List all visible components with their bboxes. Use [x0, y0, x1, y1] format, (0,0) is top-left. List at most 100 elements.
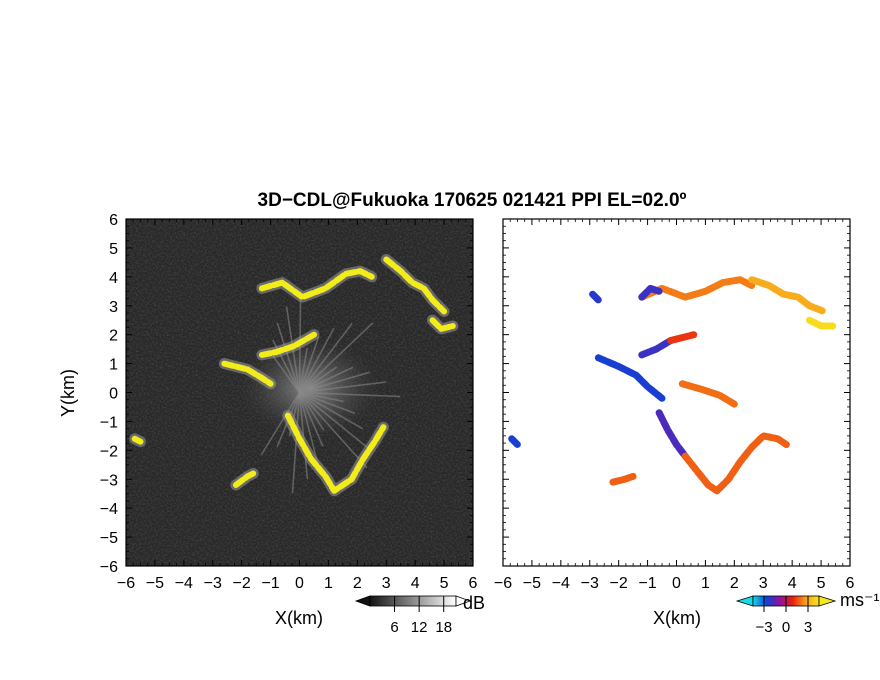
velocity-band [667, 331, 698, 344]
colorbar-tick-label: 18 [435, 619, 452, 636]
x-tick-label: −3 [581, 575, 599, 592]
x-axis-label-left: X(km) [275, 608, 323, 628]
x-axis-label-right: X(km) [653, 608, 701, 628]
x-tick-label: 3 [759, 575, 768, 592]
x-tick-label: −1 [638, 575, 656, 592]
velocity-background [503, 219, 850, 566]
colorbar-unit: ms⁻¹ [840, 590, 880, 610]
velocity-band [806, 316, 837, 330]
colorbar-ticks: 6 12 18 [390, 596, 452, 636]
radial-streak [298, 348, 308, 393]
radial-streak [298, 391, 368, 469]
radial-streak [272, 355, 301, 393]
right-axis-ticks: −6 −5 −4 −3 −2 −1 0 1 2 3 4 5 6 [494, 218, 855, 592]
x-tick-label: 6 [469, 575, 478, 592]
y-tick-label: −6 [100, 559, 118, 576]
x-tick-label: −5 [523, 575, 541, 592]
x-tick-label: 1 [701, 575, 710, 592]
radial-streak [299, 391, 401, 398]
y-tick-label: −5 [100, 530, 118, 547]
x-tick-label: −4 [552, 575, 570, 592]
x-tick-label: 0 [672, 575, 681, 592]
velocity-band [638, 284, 663, 301]
colorbar-tick-label: 12 [411, 619, 428, 636]
echo-band [131, 435, 144, 445]
radial-streak [299, 391, 364, 430]
y-tick-label: −4 [100, 501, 118, 518]
radial-streak [298, 391, 368, 448]
radial-streak [299, 391, 355, 415]
x-tick-label: −2 [610, 575, 628, 592]
x-tick-label: 5 [440, 575, 449, 592]
velocity-band [748, 276, 828, 315]
y-tick-label: −2 [100, 443, 118, 460]
x-tick-label: 4 [411, 575, 420, 592]
colorbar-right-arrow [455, 595, 472, 607]
echo-band [221, 360, 274, 387]
colorbar-tick-label: −3 [755, 619, 772, 636]
left-axis-ticks: −6 −5 −4 −3 −2 −1 0 1 2 3 4 5 6 6 5 4 3 2 1 0 −1 −2 −3 −4 −5 −6 [100, 212, 478, 592]
x-tick-label: −4 [175, 575, 193, 592]
colorbar-tick-label: 3 [804, 619, 812, 636]
reflectivity-panel: −6 −5 −4 −3 −2 −1 0 1 2 3 4 5 6 6 5 4 3 2 1 0 −1 −2 −3 −4 −5 −6 X… [58, 212, 478, 628]
radial-streak [299, 366, 354, 394]
velocity-band [589, 290, 602, 304]
velocity-panel: −6 −5 −4 −3 −2 −1 0 1 2 3 4 5 6 X(km) [494, 218, 855, 628]
colorbar-left-arrow [354, 595, 371, 607]
radial-streak [298, 392, 319, 464]
velocity-layer [508, 276, 837, 495]
x-tick-label: 2 [730, 575, 739, 592]
radial-streak [298, 336, 320, 393]
echo-band [284, 412, 387, 494]
x-tick-label: −6 [117, 575, 135, 592]
x-tick-label: 6 [846, 575, 855, 592]
velocity-band [655, 409, 689, 460]
echo-band [383, 256, 448, 315]
y-tick-label: 1 [109, 357, 118, 374]
echo-layer [129, 254, 459, 497]
x-tick-label: 4 [788, 575, 797, 592]
x-tick-label: −5 [146, 575, 164, 592]
radial-streak [260, 392, 301, 456]
radial-streak [299, 366, 338, 394]
colorbar-tick-label: 6 [390, 619, 398, 636]
colorbar-right-arrow [818, 595, 837, 607]
echo-band [429, 317, 456, 332]
radial-streak [298, 322, 374, 394]
echo-band [258, 268, 375, 301]
x-tick-label: 2 [353, 575, 362, 592]
y-tick-label: −3 [100, 472, 118, 489]
radial-streak [299, 371, 370, 394]
x-tick-label: 3 [382, 575, 391, 592]
radial-streak [298, 392, 325, 431]
radial-streak [276, 322, 301, 393]
y-tick-label: 0 [109, 386, 118, 403]
colorbar-gradient [369, 595, 457, 607]
y-tick-label: 5 [109, 241, 118, 258]
colorbar-tick-label: 0 [782, 619, 790, 636]
x-tick-label: 1 [324, 575, 333, 592]
x-tick-label: −6 [494, 575, 512, 592]
velocity-band [508, 435, 521, 449]
velocity-colorbar: ms⁻¹ −3 0 3 [735, 590, 880, 636]
y-tick-label: 4 [109, 270, 118, 287]
y-tick-label: 2 [109, 328, 118, 345]
radial-streak [298, 327, 335, 393]
y-tick-label: −1 [100, 414, 118, 431]
velocity-band [609, 472, 637, 486]
radial-streak [298, 322, 353, 393]
x-tick-label: −2 [233, 575, 251, 592]
velocity-band [638, 276, 756, 301]
radial-streak [299, 381, 386, 394]
echo-band [232, 470, 257, 488]
x-tick-label: −1 [261, 575, 279, 592]
radial-streak [299, 391, 344, 403]
colorbar-ticks: −3 0 3 [755, 596, 812, 636]
y-tick-label: 3 [109, 299, 118, 316]
reflectivity-colorbar: dB 6 12 18 [354, 593, 485, 636]
x-tick-label: 0 [295, 575, 304, 592]
velocity-band [594, 354, 666, 402]
echo-band [258, 331, 317, 358]
y-tick-label: 6 [109, 212, 118, 229]
